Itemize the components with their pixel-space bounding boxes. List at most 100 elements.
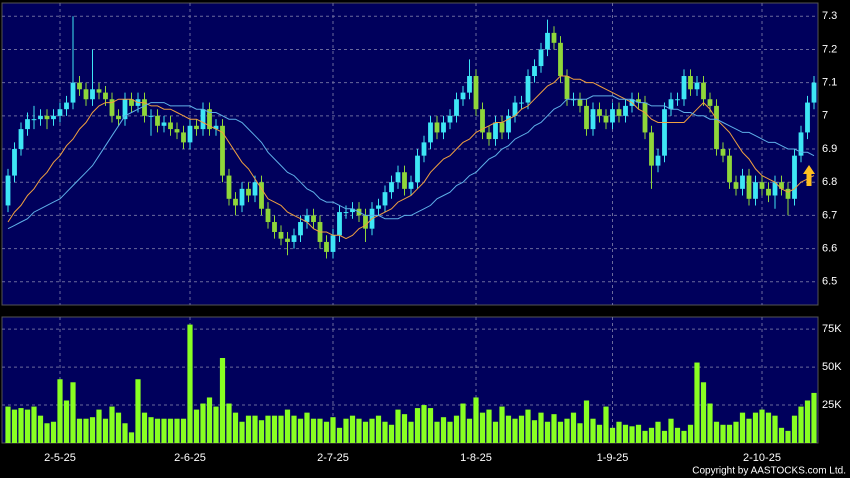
volume-bar: [648, 427, 655, 443]
volume-bar: [785, 430, 791, 443]
candle-body: [187, 125, 193, 143]
volume-bar: [349, 415, 356, 443]
candle-body: [733, 182, 739, 189]
volume-bar: [492, 421, 499, 443]
candle-body: [363, 215, 368, 229]
volume-bar: [50, 421, 57, 443]
volume-bar: [655, 421, 661, 443]
volume-bar: [109, 406, 115, 443]
volume-bar: [733, 421, 739, 443]
volume-bar: [180, 418, 187, 443]
y-tick-label: 75K: [822, 323, 842, 335]
candle-body: [278, 231, 284, 239]
volume-bar: [447, 421, 453, 443]
candle-body: [194, 125, 199, 130]
candle-body: [441, 122, 446, 133]
y-tick-label: 6.9: [822, 143, 837, 155]
volume-bar: [421, 405, 427, 443]
candle-body: [330, 235, 336, 252]
volume-bar: [700, 382, 707, 443]
candle-body: [382, 192, 388, 206]
candle-body: [239, 188, 245, 206]
volume-bar: [434, 421, 440, 443]
x-tick-label: 1-8-25: [460, 452, 492, 464]
candle-body: [200, 109, 206, 130]
volume-bar: [473, 397, 479, 443]
candle-body: [324, 241, 329, 252]
candle-body: [538, 49, 544, 67]
volume-bar: [174, 418, 180, 443]
candle-body: [707, 99, 713, 106]
candle-body: [122, 99, 128, 120]
volume-bar: [382, 421, 388, 443]
volume-bar: [798, 406, 804, 443]
volume-bar: [661, 430, 668, 443]
volume-bar: [161, 418, 167, 443]
y-tick-label: 7.3: [822, 10, 837, 22]
volume-bar: [232, 412, 239, 443]
volume-bar: [330, 417, 336, 443]
volume-bar: [752, 412, 759, 443]
volume-bar: [317, 418, 323, 443]
candle-body: [532, 66, 537, 77]
volume-bar: [226, 403, 232, 443]
candle-body: [480, 109, 485, 133]
copyright: Copyright by AASTOCKS.com Ltd.: [692, 466, 846, 477]
candle-body: [571, 99, 576, 101]
price-panel: [1, 2, 819, 306]
volume-bar: [564, 418, 570, 443]
volume-bar: [635, 424, 642, 443]
volume-bar: [31, 406, 37, 443]
y-tick-label: 7.1: [822, 77, 837, 89]
candle-body: [493, 122, 498, 140]
candle-body: [96, 89, 102, 93]
candle-body: [590, 109, 596, 130]
x-tick-label: 2-7-25: [317, 452, 349, 464]
candle-body: [233, 198, 238, 206]
volume-bar: [193, 409, 200, 443]
volume-bar: [304, 412, 310, 443]
volume-bar: [239, 421, 245, 443]
volume-bar: [557, 421, 564, 443]
candle-body: [434, 122, 440, 133]
candle-body: [350, 208, 355, 213]
candle-body: [220, 125, 225, 176]
candle-body: [161, 122, 167, 126]
candle-body: [454, 99, 459, 116]
candle-body: [213, 125, 219, 130]
y-tick-label: 7: [822, 110, 828, 122]
signal-arrow: [803, 165, 815, 186]
volume-bar: [213, 406, 219, 443]
volume-bar: [388, 424, 395, 443]
volume-bar: [401, 414, 408, 443]
candle-body: [304, 215, 310, 223]
volume-bar: [148, 417, 154, 443]
candle-body: [311, 215, 316, 223]
volume-bar: [278, 415, 284, 443]
volume-bar: [122, 423, 128, 443]
candle-body: [616, 109, 622, 116]
volume-bar: [258, 420, 265, 443]
candle-body: [785, 188, 791, 199]
candle-body: [129, 99, 134, 106]
volume-bar: [375, 415, 382, 443]
volume-bar: [525, 409, 531, 443]
x-tick-label: 2-10-25: [743, 452, 781, 464]
candle-body: [142, 99, 147, 116]
candle-body: [545, 32, 550, 50]
volume-bar: [791, 415, 798, 443]
volume-bar: [102, 418, 109, 443]
candle-body: [155, 115, 160, 126]
volume-bar: [668, 418, 674, 443]
volume-bar: [460, 403, 466, 443]
volume-bar: [720, 424, 726, 443]
candle-body: [148, 115, 154, 117]
volume-bar: [83, 418, 89, 443]
volume-bar: [687, 424, 694, 443]
candle-body: [623, 105, 628, 116]
volume-bar: [369, 418, 375, 443]
candle-body: [772, 182, 778, 196]
candle-body: [265, 208, 271, 223]
volume-bar: [479, 412, 486, 443]
candle-body: [779, 182, 784, 189]
